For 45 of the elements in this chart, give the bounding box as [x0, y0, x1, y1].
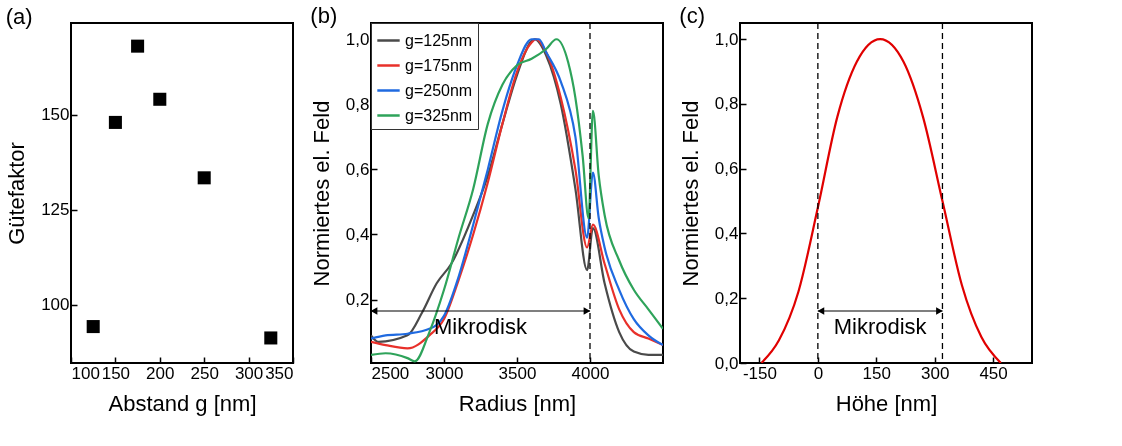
- y-tick-label: 0,2: [714, 288, 739, 308]
- x-tick-label: 200: [146, 363, 175, 383]
- x-tick-label: 150: [862, 363, 891, 383]
- legend-label: g=325nm: [405, 106, 473, 124]
- y-tick-label: 0,2: [345, 290, 370, 310]
- y-tick-label: 0,4: [714, 223, 739, 243]
- x-tick-label: 450: [979, 363, 1008, 383]
- x-tick-label: 2500: [371, 363, 410, 383]
- x-tick-label: -150: [742, 363, 777, 383]
- x-axis-title: Abstand g [nm]: [108, 390, 257, 416]
- x-axis-title: Höhe [nm]: [835, 390, 938, 416]
- x-axis-title: Radius [nm]: [458, 390, 577, 416]
- y-axis-title: Normiertes el. Feld: [677, 100, 703, 287]
- x-tick-label: 3000: [425, 363, 464, 383]
- y-tick-label: 125: [41, 200, 70, 220]
- y-tick-label: 0,8: [345, 94, 370, 114]
- x-tick-label: 150: [101, 363, 131, 383]
- y-tick-label: 0,4: [345, 224, 370, 244]
- annotation: Mikrodisk: [434, 314, 528, 339]
- y-tick-label: 0,0: [714, 353, 739, 373]
- chart-title: (b): [310, 3, 338, 29]
- annotation: Mikrodisk: [833, 314, 928, 339]
- legend-label: g=250nm: [405, 81, 473, 99]
- x-tick-label: 4000: [571, 363, 610, 383]
- y-tick-label: 150: [41, 105, 70, 125]
- chart-title: (c): [679, 3, 706, 29]
- y-tick-label: 100: [41, 295, 70, 315]
- legend-label: g=125nm: [405, 31, 473, 49]
- x-tick-label: 0: [813, 363, 824, 383]
- line-series: [760, 38, 1002, 363]
- legend-label: g=175nm: [405, 56, 473, 74]
- chart-title: (a): [5, 4, 33, 29]
- x-tick-label: 100: [71, 363, 100, 383]
- x-tick-label: 3500: [498, 363, 537, 383]
- x-tick-label: 300: [920, 363, 950, 383]
- x-tick-label: 250: [190, 363, 219, 383]
- y-axis-title: Normiertes el. Feld: [308, 100, 334, 287]
- y-axis-title: Gütefaktor: [4, 142, 30, 245]
- y-tick-label: 0,8: [714, 94, 739, 114]
- x-tick-label: 300: [234, 363, 264, 383]
- x-tick-label: 350: [265, 363, 294, 383]
- y-tick-label: 1,0: [345, 29, 370, 49]
- y-tick-label: 0,6: [345, 159, 370, 179]
- y-tick-label: 1,0: [714, 29, 739, 49]
- y-tick-label: 0,6: [714, 159, 739, 179]
